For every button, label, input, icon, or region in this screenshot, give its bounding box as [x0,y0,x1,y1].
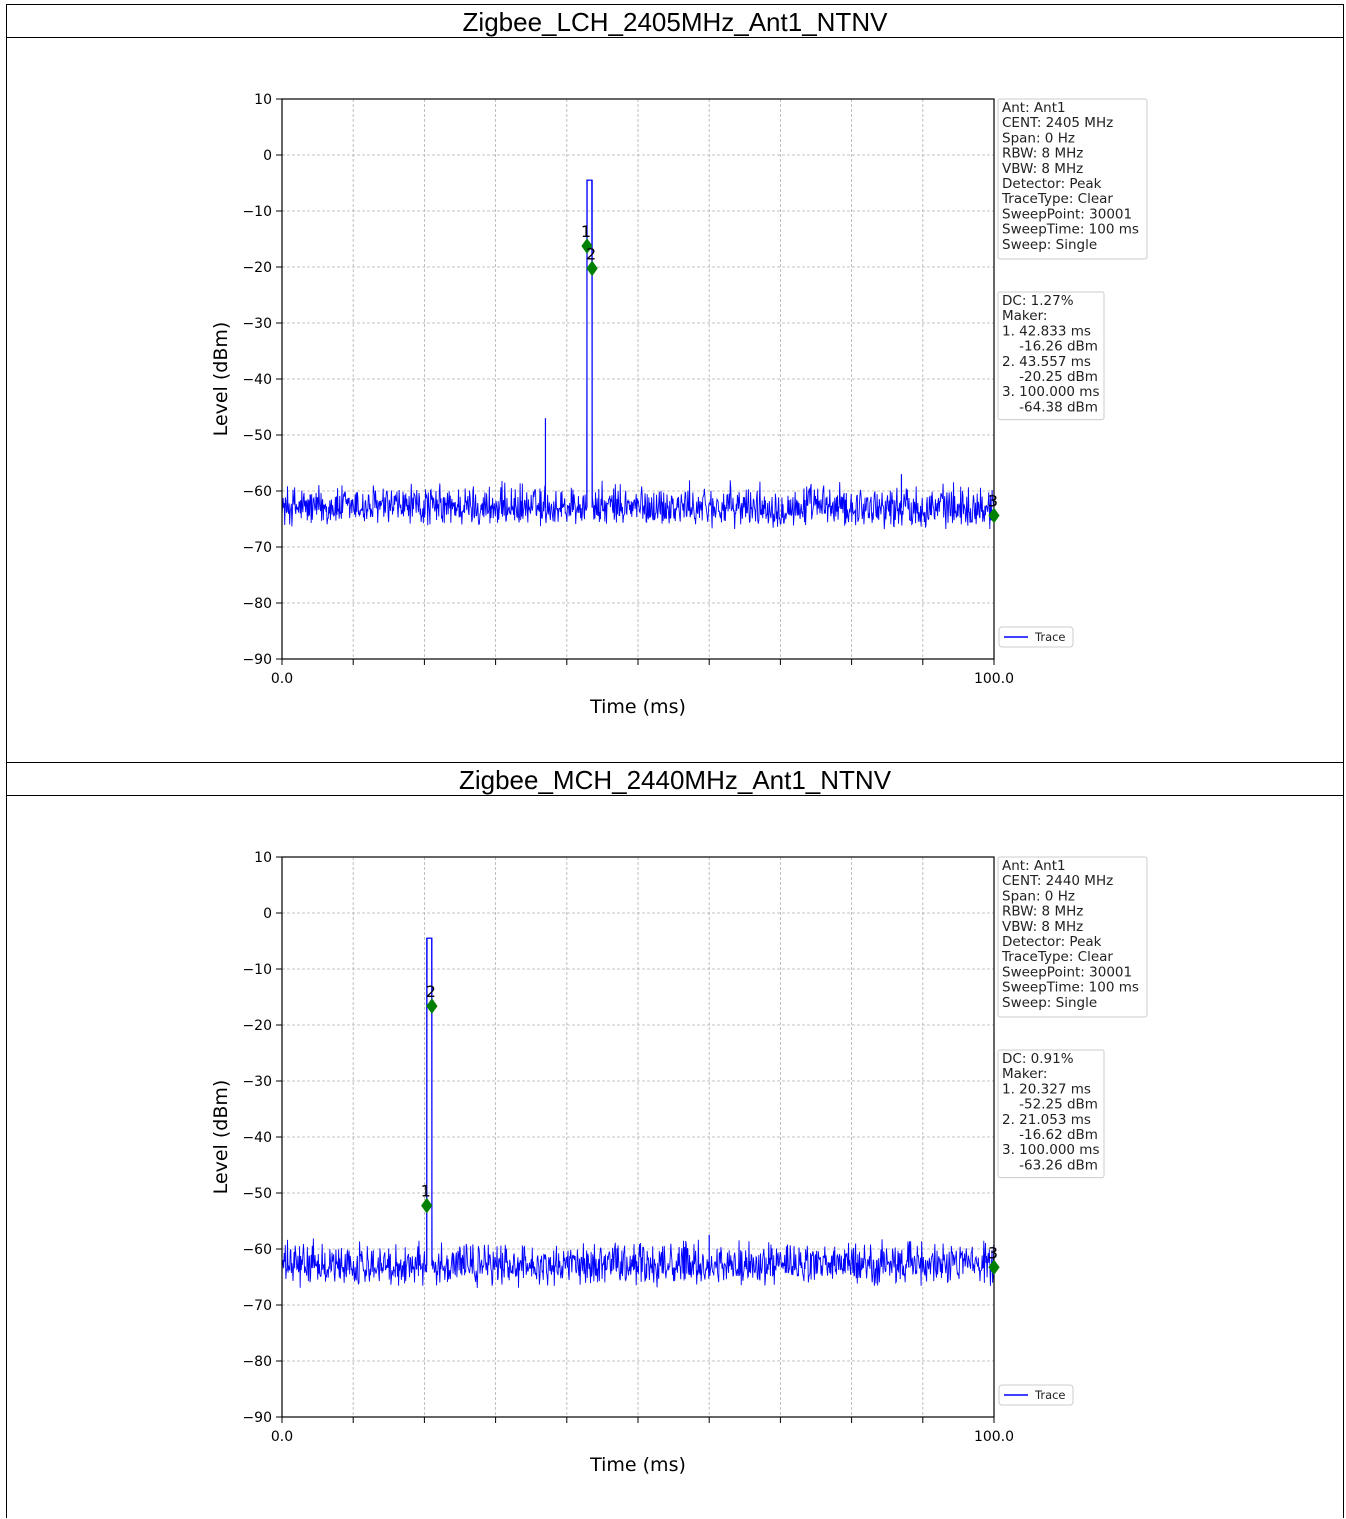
marker-diamond [586,260,598,277]
y-tick-label: −40 [242,1130,272,1146]
info-line: SweepPoint: 30001 [1002,964,1132,980]
y-tick-label: −50 [242,428,272,444]
y-tick-label: 10 [254,92,272,108]
marker-info-line: 1. 20.327 ms [1002,1081,1091,1097]
marker-info-line: -64.38 dBm [1002,399,1098,415]
marker-info-line: -63.26 dBm [1002,1157,1098,1173]
info-line: Detector: Peak [1002,934,1102,950]
x-tick-label: 0.0 [271,1429,293,1445]
info-line: Span: 0 Hz [1002,888,1075,904]
info-box [997,98,1148,260]
legend-label: Trace [1034,1388,1066,1402]
marker-info-line: -52.25 dBm [1002,1097,1098,1113]
y-tick-label: −80 [242,596,272,612]
marker-label: 2 [426,982,436,1001]
marker-diamond [988,507,1000,524]
marker-info-line: 1. 42.833 ms [1002,323,1091,339]
grid [281,856,995,1418]
marker-info-line: -16.62 dBm [1002,1127,1098,1143]
y-tick-label: 10 [254,850,272,866]
info-line: Span: 0 Hz [1002,130,1075,146]
info-line: RBW: 8 MHz [1002,904,1083,920]
y-tick-label: 0 [263,906,272,922]
marker-info-line: Maker: [1002,1066,1047,1082]
trace-line [281,937,995,1289]
y-tick-label: 0 [263,148,272,164]
y-tick-label: −70 [242,540,272,556]
marker-info-line: 2. 43.557 ms [1002,354,1091,370]
y-tick-label: −60 [242,484,272,500]
marker-info-line: 2. 21.053 ms [1002,1112,1091,1128]
chart-title: Zigbee_MCH_2440MHz_Ant1_NTNV [7,762,1343,796]
y-tick-label: −60 [242,1242,272,1258]
y-tick-label: −40 [242,372,272,388]
y-tick-label: −10 [242,204,272,220]
chart-1: 10 0 −10 −20 −30 −40 −50 −60 −70 −80 −90 0.0 100.0 Ti… [210,92,1148,718]
y-tick-label: −90 [242,1410,272,1426]
marker-diamond [426,998,438,1014]
info-line: CENT: 2405 MHz [1002,115,1113,131]
trace-pulse [426,937,433,1266]
marker-label: 1 [421,1182,431,1201]
chart-2: 10 0 −10 −20 −30 −40 −50 −60 −70 −80 −90 0.0 100.0 Ti… [210,850,1148,1476]
legend-box [998,1384,1074,1406]
info-line: SweepTime: 100 ms [1002,222,1139,238]
info-line: Sweep: Single [1002,237,1097,253]
y-tick-label: −10 [242,962,272,978]
y-axis-label: Level (dBm) [210,1080,232,1195]
y-tick-label: −20 [242,1018,272,1034]
y-axis-label: Level (dBm) [210,322,232,437]
info-line: TraceType: Clear [1001,949,1113,965]
info-line: Sweep: Single [1002,995,1097,1011]
info-line: SweepTime: 100 ms [1002,980,1139,996]
y-tick-label: −50 [242,1186,272,1202]
x-tick-label: 100.0 [974,1429,1014,1445]
chart-title: Zigbee_LCH_2405MHz_Ant1_NTNV [7,4,1343,38]
marker-info-line: 3. 100.000 ms [1002,384,1099,400]
marker-label: 3 [988,492,998,511]
marker-label: 3 [988,1243,998,1262]
info-line: RBW: 8 MHz [1002,146,1083,162]
y-tick-label: −30 [242,1074,272,1090]
marker-info-line: -16.26 dBm [1002,339,1098,355]
marker-info-line: -20.25 dBm [1002,369,1098,385]
x-tick-label: 0.0 [271,671,293,687]
x-axis-label: Time (ms) [589,1454,686,1476]
info-line: Ant: Ant1 [1002,858,1066,874]
y-tick-label: −70 [242,1298,272,1314]
marker-info-line: Maker: [1002,308,1047,324]
y-tick-label: −20 [242,260,272,276]
info-line: VBW: 8 MHz [1002,919,1083,935]
marker-diamond [988,1259,1000,1276]
y-tick-label: −90 [242,652,272,668]
trace-line [281,179,995,530]
legend-label: Trace [1034,630,1066,644]
marker-info-line: DC: 0.91% [1002,1051,1074,1067]
marker-label: 2 [586,244,596,263]
chart-section-2: Zigbee_MCH_2440MHz_Ant1_NTNV 10 0 −10 −20 −3… [6,762,1344,1518]
marker-info-line: 3. 100.000 ms [1002,1142,1099,1158]
marker-label: 1 [581,222,591,241]
chart-section-1: Zigbee_LCH_2405MHz_Ant1_NTNV 10 0 −10 −20 −3… [6,4,1344,762]
trace-pulse [586,179,593,508]
info-box [997,856,1148,1018]
info-line: Ant: Ant1 [1002,100,1066,116]
info-line: Detector: Peak [1002,176,1102,192]
x-axis-label: Time (ms) [589,696,686,718]
info-line: CENT: 2440 MHz [1002,873,1113,889]
marker-diamond [421,1197,433,1214]
marker-diamond [581,238,593,254]
marker-info-box [997,1049,1105,1179]
info-line: SweepPoint: 30001 [1002,206,1132,222]
grid [281,98,995,660]
y-tick-label: −80 [242,1354,272,1370]
marker-info-line: DC: 1.27% [1002,293,1074,309]
legend-box [998,626,1074,648]
x-tick-label: 100.0 [974,671,1014,687]
marker-info-box [997,291,1105,421]
info-line: VBW: 8 MHz [1002,161,1083,177]
y-tick-label: −30 [242,316,272,332]
info-line: TraceType: Clear [1001,191,1113,207]
